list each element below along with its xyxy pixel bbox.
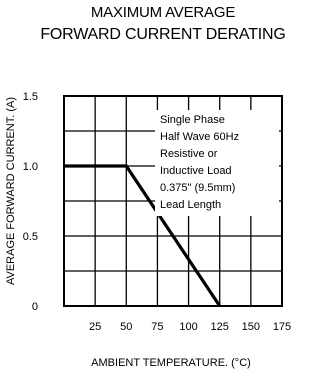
annotation-line: 0.375" (9.5mm) (160, 182, 235, 194)
annotation-line: Resistive or (160, 148, 218, 160)
x-tick-labels: 25 50 75 100 125 150 175 (89, 321, 291, 333)
x-tick-label: 75 (151, 321, 163, 333)
annotation-line: Inductive Load (160, 165, 232, 177)
x-tick-label: 50 (120, 321, 132, 333)
x-tick-label: 125 (211, 321, 229, 333)
x-tick-label: 25 (89, 321, 101, 333)
y-tick-label: 0 (32, 301, 38, 313)
annotation-line: Single Phase (160, 114, 225, 126)
y-tick-label: 1.0 (23, 161, 38, 173)
x-axis-label: AMBIENT TEMPERATURE. (°C) (91, 357, 251, 369)
x-tick-label: 150 (242, 321, 260, 333)
annotation-line: Lead Length (160, 199, 221, 211)
annotation-line: Half Wave 60Hz (160, 131, 239, 143)
chart-title-line-2: FORWARD CURRENT DERATING (40, 26, 286, 43)
y-tick-label: 0.5 (23, 231, 38, 243)
series-group (64, 164, 222, 307)
y-axis-label: AVERAGE FORWARD CURRENT. (A) (5, 97, 17, 285)
x-tick-label: 100 (179, 321, 197, 333)
annotation: Single Phase Half Wave 60Hz Resistive or In… (160, 114, 239, 211)
chart-title-line-1: MAXIMUM AVERAGE (90, 4, 236, 21)
series-line-0 (64, 164, 222, 307)
y-tick-label: 1.5 (23, 91, 38, 103)
y-tick-labels: 0 0.5 1.0 1.5 (23, 91, 38, 313)
plot-frame (63, 95, 283, 307)
x-tick-label: 175 (273, 321, 291, 333)
annotation-background (155, 110, 279, 216)
